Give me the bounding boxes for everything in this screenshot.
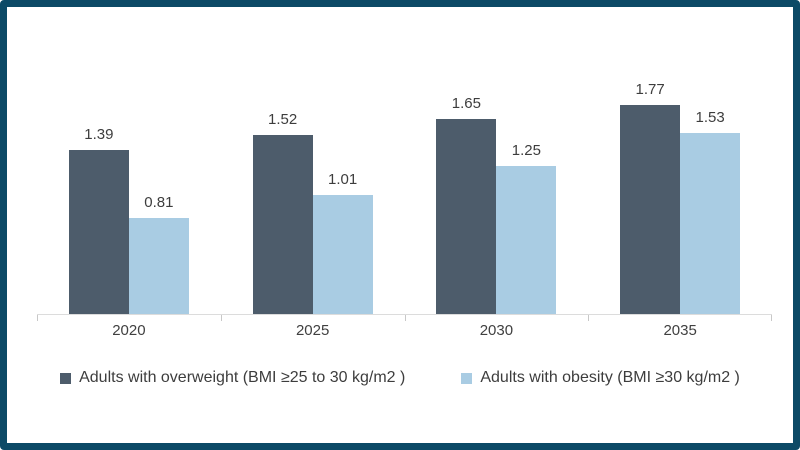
bar-value-label: 1.39 [84,126,114,143]
bar-adults-with-obesity-bmi-30-kg--2025 [312,195,373,314]
legend-label: Adults with obesity (BMI ≥30 kg/m2 ) [480,369,740,386]
x-axis-label-2035: 2035 [663,322,697,339]
bar-value-label: 1.25 [511,142,541,159]
legend: Adults with overweight (BMI ≥25 to 30 kg… [7,369,793,387]
x-axis-tick [404,315,406,321]
bar-group-2020: 1.39 0.81 [37,7,221,314]
x-axis-label-2025: 2025 [295,322,330,339]
x-axis-tick [37,315,38,321]
plot-area: 1.39 0.81 1.52 1.01 1.65 1.25 1.77 1.53 [37,7,772,321]
bar-wrap-adults-with-obesity-bmi-30-kg--2020: 0.81 [128,194,189,314]
bar-adults-with-overweight-bmi-25--2030 [436,119,497,314]
bar-group-2035: 1.77 1.53 [588,7,772,314]
bar-adults-with-overweight-bmi-25--2035 [620,105,681,314]
bar-wrap-adults-with-overweight-bmi-25--2030: 1.65 [436,95,497,314]
x-axis-tick [588,315,590,321]
x-axis-label-2030: 2030 [479,322,514,339]
x-axis-label-2020: 2020 [112,322,146,339]
legend-item-adults-with-overweight-bmi-25-: Adults with overweight (BMI ≥25 to 30 kg… [60,369,405,387]
bar-wrap-adults-with-overweight-bmi-25--2035: 1.77 [620,81,681,314]
bar-value-label: 1.52 [268,111,298,128]
bar-adults-with-overweight-bmi-25--2025 [252,135,313,314]
bar-value-label: 0.81 [144,194,174,211]
bar-value-label: 1.77 [635,81,665,98]
bar-adults-with-overweight-bmi-25--2020 [68,150,129,314]
bar-wrap-adults-with-obesity-bmi-30-kg--2035: 1.53 [680,109,741,314]
bar-value-label: 1.53 [695,109,725,126]
x-axis-tick [771,315,772,321]
bar-adults-with-obesity-bmi-30-kg--2020 [128,218,189,314]
x-axis-tick [220,315,222,321]
bar-wrap-adults-with-overweight-bmi-25--2025: 1.52 [252,111,313,314]
bar-wrap-adults-with-obesity-bmi-30-kg--2030: 1.25 [496,142,557,314]
bar-wrap-adults-with-overweight-bmi-25--2020: 1.39 [68,126,129,314]
legend-label: Adults with overweight (BMI ≥25 to 30 kg… [79,369,406,386]
legend-item-adults-with-obesity-bmi-30-kg-: Adults with obesity (BMI ≥30 kg/m2 ) [461,369,740,387]
bar-value-label: 1.65 [451,95,481,112]
bar-value-label: 1.01 [328,171,358,188]
bar-wrap-adults-with-obesity-bmi-30-kg--2025: 1.01 [312,171,373,314]
legend-swatch-icon [461,372,473,384]
bar-adults-with-obesity-bmi-30-kg--2030 [496,166,557,314]
legend-swatch-icon [60,372,72,384]
bar-group-2025: 1.52 1.01 [221,7,405,314]
bar-adults-with-obesity-bmi-30-kg--2035 [680,133,741,314]
bar-group-2030: 1.65 1.25 [405,7,589,314]
x-axis-labels: 2020 2025 2030 2035 [37,315,772,339]
